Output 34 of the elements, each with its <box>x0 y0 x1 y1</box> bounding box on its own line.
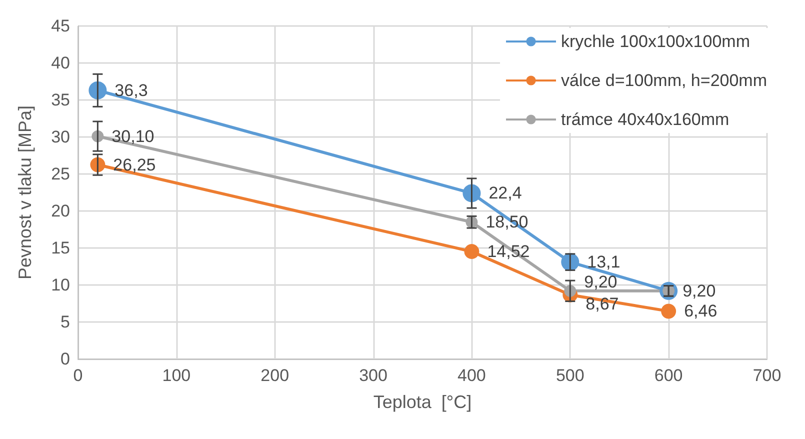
x-tick-label: 0 <box>73 366 83 385</box>
y-axis-title: Pevnost v tlaku [MPa] <box>15 105 35 280</box>
x-tick-label: 200 <box>260 366 290 385</box>
data-label: 26,25 <box>113 155 156 174</box>
y-tick-label: 15 <box>51 238 70 258</box>
y-tick-label: 20 <box>51 202 70 220</box>
y-tick-label: 40 <box>51 54 70 72</box>
x-tick-label: 400 <box>458 366 486 385</box>
data-label: 9,20 <box>584 272 618 292</box>
point <box>464 244 480 260</box>
x-tick-label: 100 <box>162 366 191 385</box>
x-tick-label: 500 <box>556 366 584 385</box>
point <box>661 304 676 319</box>
y-tick-label: 45 <box>51 16 70 36</box>
data-label: 30,10 <box>112 126 154 146</box>
data-label: 13,1 <box>587 252 620 272</box>
legend-label: válce d=100mm, h=200mm <box>561 71 768 90</box>
y-tick-label: 25 <box>51 164 70 184</box>
y-tick-label: 0 <box>60 350 70 368</box>
data-label: 36,3 <box>114 80 148 100</box>
x-tick-label: 300 <box>359 366 388 385</box>
x-tick-label: 700 <box>752 366 782 385</box>
legend-label: krychle 100x100x100mm <box>561 32 750 51</box>
x-axis-title: Teplota [°C] <box>373 392 472 412</box>
y-tick-label: 5 <box>60 312 70 332</box>
data-label: 6,46 <box>684 302 718 321</box>
data-label: 22,4 <box>488 184 522 203</box>
y-tick-label: 30 <box>51 128 70 146</box>
legend-label: trámce 40x40x160mm <box>561 110 730 129</box>
y-tick-label: 10 <box>51 276 70 294</box>
x-tick-label: 600 <box>654 366 683 385</box>
y-tick-label: 35 <box>51 90 70 110</box>
data-label: 14,52 <box>487 242 530 262</box>
data-label: 9,20 <box>682 281 716 300</box>
